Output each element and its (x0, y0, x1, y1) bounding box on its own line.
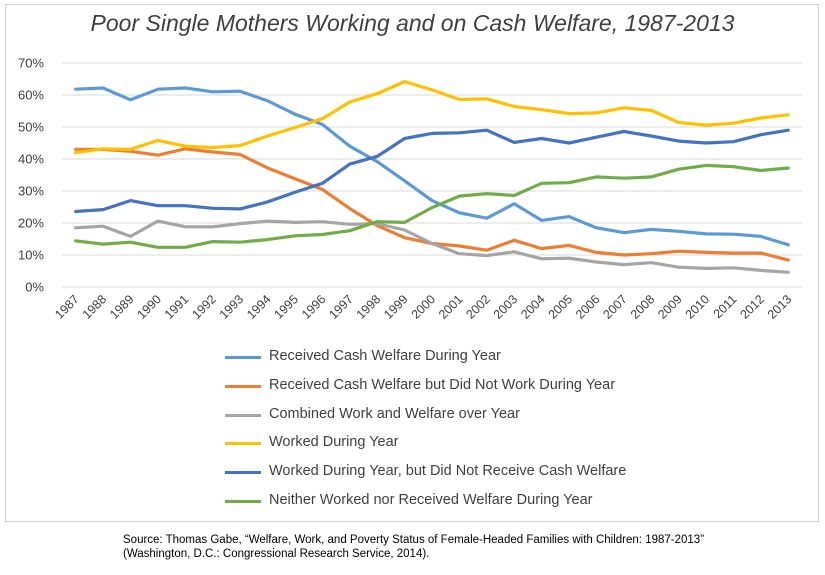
x-tick-label: 1988 (80, 292, 110, 322)
y-tick-label: 70% (18, 56, 44, 71)
legend-swatch (225, 413, 261, 417)
series-line-3 (74, 219, 790, 274)
x-tick-label: 2011 (711, 292, 740, 321)
legend-label: Neither Worked nor Received Welfare Duri… (269, 491, 593, 508)
x-tick-label: 1987 (52, 292, 82, 322)
x-tick-label: 2001 (436, 292, 466, 322)
chart-title: Poor Single Mothers Working and on Cash … (90, 10, 735, 36)
series-line-5 (74, 128, 790, 214)
x-tick-label: 1995 (272, 292, 302, 322)
x-tick-label: 1993 (217, 292, 247, 322)
series-lines (74, 79, 790, 274)
y-tick-label: 30% (18, 184, 44, 199)
y-axis-ticks: 0% 10% 20% 30% 40% 50% 60% 70% (18, 56, 44, 295)
series-line-1 (74, 86, 790, 247)
x-tick-label: 2003 (491, 292, 521, 322)
x-tick-label: 1991 (162, 292, 192, 322)
chart-frame (5, 4, 819, 522)
x-tick-label: 2005 (546, 292, 576, 322)
legend-swatch (225, 442, 261, 446)
y-tick-label: 10% (18, 248, 44, 263)
x-tick-label: 1998 (354, 292, 384, 322)
gridlines (62, 62, 802, 288)
x-tick-label: 2008 (628, 292, 658, 322)
x-tick-label: 1997 (326, 292, 356, 322)
legend-swatch (225, 471, 261, 475)
x-tick-label: 1992 (189, 292, 219, 322)
legend-label: Received Cash Welfare but Did Not Work D… (269, 376, 616, 393)
x-tick-label: 1990 (134, 292, 164, 322)
legend-label: Received Cash Welfare During Year (269, 348, 501, 364)
x-tick-label: 1994 (244, 292, 274, 322)
y-tick-label: 0% (25, 280, 44, 295)
source-note: Source: Thomas Gabe, “Welfare, Work, and… (123, 534, 705, 560)
x-tick-label: 1996 (299, 292, 329, 322)
series-line-6 (74, 163, 790, 249)
x-tick-label: 2010 (683, 292, 713, 322)
legend-label: Combined Work and Welfare over Year (269, 405, 520, 422)
y-tick-label: 50% (18, 120, 44, 135)
x-tick-label: 2000 (409, 292, 439, 322)
legend-label: Worked During Year (269, 434, 399, 451)
y-tick-label: 60% (18, 88, 44, 103)
x-tick-label: 2004 (518, 292, 548, 322)
y-tick-label: 20% (18, 216, 44, 231)
x-tick-label: 1989 (107, 292, 137, 322)
x-tick-label: 2009 (655, 292, 685, 322)
x-tick-label: 2013 (765, 292, 795, 322)
x-axis-ticks: 1987198819891990199119921993199419951996… (52, 292, 794, 322)
legend-swatch (225, 384, 261, 388)
x-tick-label: 1999 (381, 292, 411, 322)
series-line-4 (74, 79, 790, 155)
y-tick-label: 40% (18, 152, 44, 167)
legend-label: Worked During Year, but Did Not Receive … (269, 463, 627, 480)
x-tick-label: 2006 (573, 292, 603, 322)
legend-swatch (225, 356, 261, 359)
legend-swatch (225, 499, 261, 503)
x-tick-label: 2007 (600, 292, 630, 322)
x-tick-label: 2012 (737, 292, 767, 322)
x-tick-label: 2002 (463, 292, 493, 322)
